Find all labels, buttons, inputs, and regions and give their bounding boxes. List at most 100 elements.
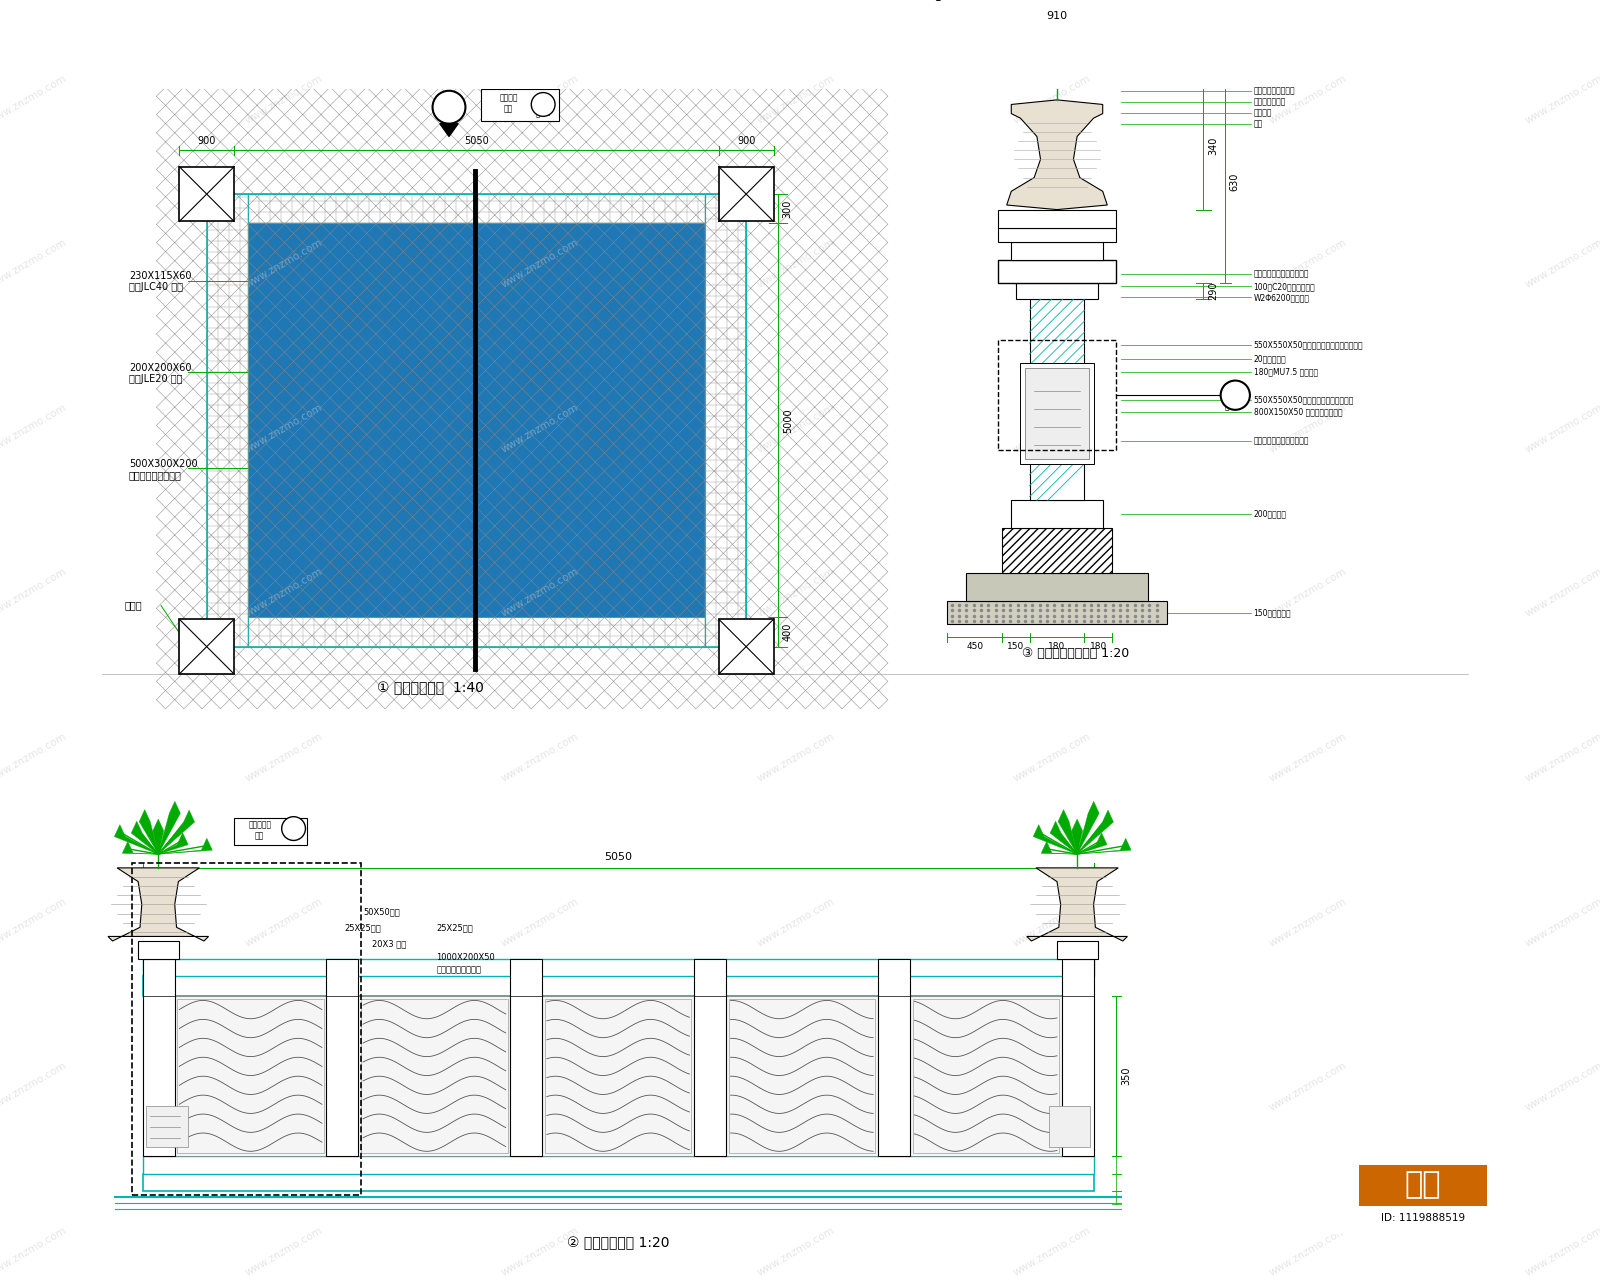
Text: 200X200X60: 200X200X60 [130, 362, 192, 372]
Bar [142, 1174, 1093, 1190]
Text: 290: 290 [1208, 282, 1218, 301]
Polygon shape [1006, 100, 1107, 210]
Text: 扁铁镂空装饰构建板: 扁铁镂空装饰构建板 [437, 965, 482, 974]
Polygon shape [131, 822, 158, 854]
Text: 20X3 扁钢: 20X3 扁钢 [373, 940, 406, 948]
Bar [1011, 242, 1102, 260]
Text: www.znzmo.com: www.znzmo.com [1011, 1225, 1093, 1277]
Text: www.znzmo.com: www.znzmo.com [499, 402, 581, 454]
Polygon shape [158, 801, 181, 854]
Text: 180: 180 [1090, 643, 1107, 652]
Bar [206, 195, 248, 646]
Bar [179, 166, 234, 221]
Text: 3: 3 [934, 0, 942, 4]
Bar [728, 998, 875, 1153]
Text: www.znzmo.com: www.znzmo.com [243, 896, 325, 948]
Text: 150: 150 [1008, 643, 1024, 652]
Text: www.znzmo.com: www.znzmo.com [0, 402, 69, 454]
Text: 900: 900 [197, 136, 216, 146]
Text: 630: 630 [1229, 173, 1238, 191]
Text: 剖面详图: 剖面详图 [1253, 109, 1272, 118]
Text: 光滑花岗岩面层贴铺: 光滑花岗岩面层贴铺 [1253, 86, 1294, 95]
Polygon shape [1037, 40, 1058, 86]
Polygon shape [440, 124, 458, 137]
Circle shape [531, 92, 555, 116]
Polygon shape [1050, 822, 1077, 854]
Text: 详见: 详见 [1253, 119, 1262, 128]
Text: 混凞JLE20 铺面: 混凞JLE20 铺面 [130, 374, 182, 384]
Text: 300: 300 [782, 200, 792, 218]
Polygon shape [158, 838, 213, 854]
Text: www.znzmo.com: www.znzmo.com [1011, 731, 1093, 783]
Text: 100厚C20细骨混凝土梁: 100厚C20细骨混凝土梁 [1253, 282, 1315, 291]
Text: www.znzmo.com: www.znzmo.com [0, 567, 69, 620]
Bar [997, 228, 1117, 242]
Text: www.znzmo.com: www.znzmo.com [1267, 1061, 1349, 1112]
Polygon shape [1058, 56, 1082, 86]
Polygon shape [122, 841, 158, 854]
Bar [965, 573, 1149, 600]
Bar [142, 1156, 1093, 1174]
Text: www.znzmo.com: www.znzmo.com [1267, 896, 1349, 948]
Text: www.znzmo.com: www.znzmo.com [499, 731, 581, 783]
Text: ID: 1119888519: ID: 1119888519 [1381, 1213, 1464, 1224]
Text: 1000X200X50: 1000X200X50 [437, 954, 494, 963]
Text: 大理光面花岗岩，尺寸洽购: 大理光面花岗岩，尺寸洽购 [1253, 269, 1309, 278]
Bar [997, 260, 1117, 283]
Bar [131, 863, 362, 1196]
Bar [718, 166, 773, 221]
Text: 25X25方钢: 25X25方钢 [437, 924, 474, 933]
Text: www.znzmo.com: www.znzmo.com [755, 1061, 837, 1112]
Text: www.znzmo.com: www.znzmo.com [243, 1061, 325, 1112]
Bar [542, 996, 694, 1156]
Text: 400: 400 [782, 623, 792, 641]
Text: 5000: 5000 [782, 408, 792, 433]
Bar [248, 617, 706, 646]
Text: 350: 350 [1122, 1066, 1131, 1085]
Polygon shape [1072, 819, 1083, 854]
Polygon shape [114, 824, 158, 854]
Text: www.znzmo.com: www.znzmo.com [0, 1225, 69, 1277]
Text: www.znzmo.com: www.znzmo.com [499, 896, 581, 948]
Text: W2Φ6200双边钢筋: W2Φ6200双边钢筋 [1253, 293, 1309, 302]
Text: 混凞JLC40 铺面: 混凞JLC40 铺面 [130, 283, 182, 292]
Text: 450: 450 [966, 643, 984, 652]
Bar [1016, 283, 1098, 300]
Text: www.znzmo.com: www.znzmo.com [1011, 402, 1093, 454]
Bar [878, 959, 910, 1156]
Bar [234, 818, 307, 845]
Bar [142, 975, 1093, 996]
Bar [947, 600, 1166, 623]
Text: www.znzmo.com: www.znzmo.com [243, 402, 325, 454]
Bar [1026, 367, 1090, 460]
Bar [1011, 500, 1102, 527]
Text: www.znzmo.com: www.znzmo.com [243, 73, 325, 125]
Bar [1058, 941, 1098, 959]
Text: 参见: 参见 [504, 105, 514, 114]
Polygon shape [158, 833, 189, 854]
Bar [1002, 527, 1112, 573]
Text: www.znzmo.com: www.znzmo.com [1523, 896, 1600, 948]
Bar [248, 195, 706, 223]
Bar [910, 996, 1061, 1156]
Text: www.znzmo.com: www.znzmo.com [755, 1225, 837, 1277]
Text: www.znzmo.com: www.znzmo.com [1011, 567, 1093, 620]
Text: www.znzmo.com: www.znzmo.com [499, 1225, 581, 1277]
Text: 50X50方钢: 50X50方钢 [363, 908, 400, 916]
Bar [912, 998, 1059, 1153]
Text: 3: 3 [541, 97, 546, 106]
Text: www.znzmo.com: www.znzmo.com [1523, 567, 1600, 620]
Text: www.znzmo.com: www.znzmo.com [499, 73, 581, 125]
Text: 200素混凝土: 200素混凝土 [1253, 509, 1286, 518]
Text: www.znzmo.com: www.znzmo.com [1267, 402, 1349, 454]
Text: www.znzmo.com: www.znzmo.com [1523, 731, 1600, 783]
Text: 大理石芒鸻灰铺面砖: 大理石芒鸻灰铺面砖 [130, 470, 182, 480]
Bar [718, 620, 773, 675]
Circle shape [1221, 380, 1250, 410]
Text: 筑-02: 筑-02 [1226, 402, 1242, 411]
Text: www.znzmo.com: www.znzmo.com [1523, 73, 1600, 125]
Bar [482, 88, 558, 120]
Text: www.znzmo.com: www.znzmo.com [499, 1061, 581, 1112]
Polygon shape [139, 810, 158, 854]
Text: www.znzmo.com: www.znzmo.com [1267, 73, 1349, 125]
